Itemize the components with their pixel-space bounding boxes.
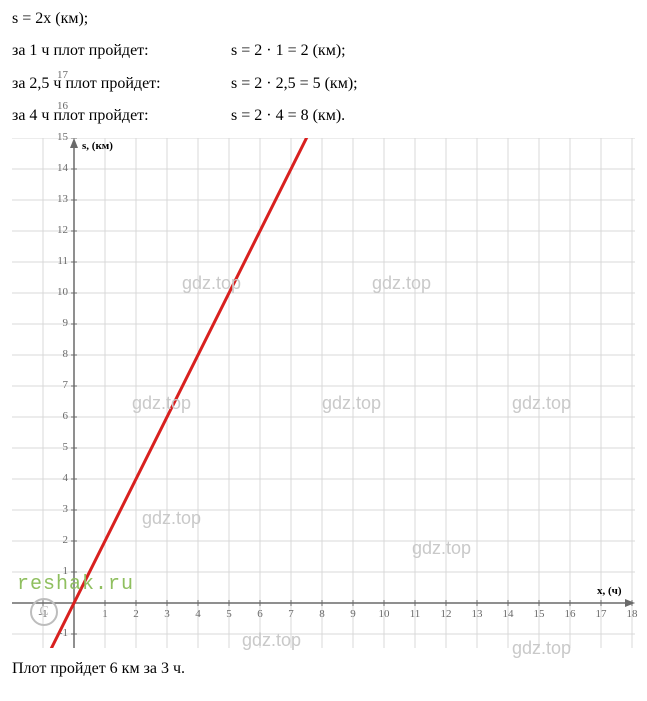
x-tick-label: 15 xyxy=(529,608,549,620)
y-tick-label: 4 xyxy=(48,472,68,484)
y-tick-label: 17 xyxy=(48,69,68,81)
calc-row-3: за 4 ч плот пройдет: s = 2 · 4 = 8 (км). xyxy=(12,105,635,127)
calc-row-3-label: за 4 ч плот пройдет: xyxy=(12,105,207,127)
equation: s = 2x (км); xyxy=(12,8,635,30)
y-tick-label: -1 xyxy=(48,627,68,639)
x-tick-label: 13 xyxy=(467,608,487,620)
y-tick-label: 14 xyxy=(48,162,68,174)
x-tick-label: 12 xyxy=(436,608,456,620)
calc-row-1-value: s = 2 · 1 = 2 (км); xyxy=(231,40,346,62)
y-tick-label: 16 xyxy=(48,100,68,112)
x-tick-label: 18 xyxy=(622,608,642,620)
y-tick-label: 12 xyxy=(48,224,68,236)
y-tick-label: 9 xyxy=(48,317,68,329)
x-tick-label: 7 xyxy=(281,608,301,620)
x-tick-label: 8 xyxy=(312,608,332,620)
y-tick-label: 1 xyxy=(48,565,68,577)
calc-row-1: за 1 ч плот пройдет: s = 2 · 1 = 2 (км); xyxy=(12,40,635,62)
y-axis-label: s, (км) xyxy=(82,140,113,152)
x-tick-label: 4 xyxy=(188,608,208,620)
x-tick-label: 5 xyxy=(219,608,239,620)
x-tick-label: 1 xyxy=(95,608,115,620)
y-tick-label: 3 xyxy=(48,503,68,515)
x-tick-label: 9 xyxy=(343,608,363,620)
answer-text: Плот пройдет 6 км за 3 ч. xyxy=(12,658,635,680)
y-tick-label: 13 xyxy=(48,193,68,205)
y-tick-label: 5 xyxy=(48,441,68,453)
y-tick-label: 11 xyxy=(48,255,68,267)
chart-svg xyxy=(12,138,635,648)
x-tick-label: -1 xyxy=(33,608,53,620)
distance-chart: -11234567891011121314151617-112345678910… xyxy=(12,138,635,648)
y-tick-label: 10 xyxy=(48,286,68,298)
x-tick-label: 14 xyxy=(498,608,518,620)
y-tick-label: 6 xyxy=(48,410,68,422)
x-tick-label: 6 xyxy=(250,608,270,620)
y-tick-label: 15 xyxy=(48,131,68,143)
calc-row-3-value: s = 2 · 4 = 8 (км). xyxy=(231,105,345,127)
x-tick-label: 17 xyxy=(591,608,611,620)
x-tick-label: 10 xyxy=(374,608,394,620)
y-tick-label: 8 xyxy=(48,348,68,360)
x-tick-label: 3 xyxy=(157,608,177,620)
calc-row-2: за 2,5 ч плот пройдет: s = 2 · 2,5 = 5 (… xyxy=(12,73,635,95)
calc-row-1-label: за 1 ч плот пройдет: xyxy=(12,40,207,62)
x-tick-label: 2 xyxy=(126,608,146,620)
calc-row-2-label: за 2,5 ч плот пройдет: xyxy=(12,73,207,95)
x-tick-label: 16 xyxy=(560,608,580,620)
x-tick-label: 11 xyxy=(405,608,425,620)
calc-row-2-value: s = 2 · 2,5 = 5 (км); xyxy=(231,73,358,95)
y-tick-label: 2 xyxy=(48,534,68,546)
x-axis-label: x, (ч) xyxy=(597,585,622,597)
y-tick-label: 7 xyxy=(48,379,68,391)
